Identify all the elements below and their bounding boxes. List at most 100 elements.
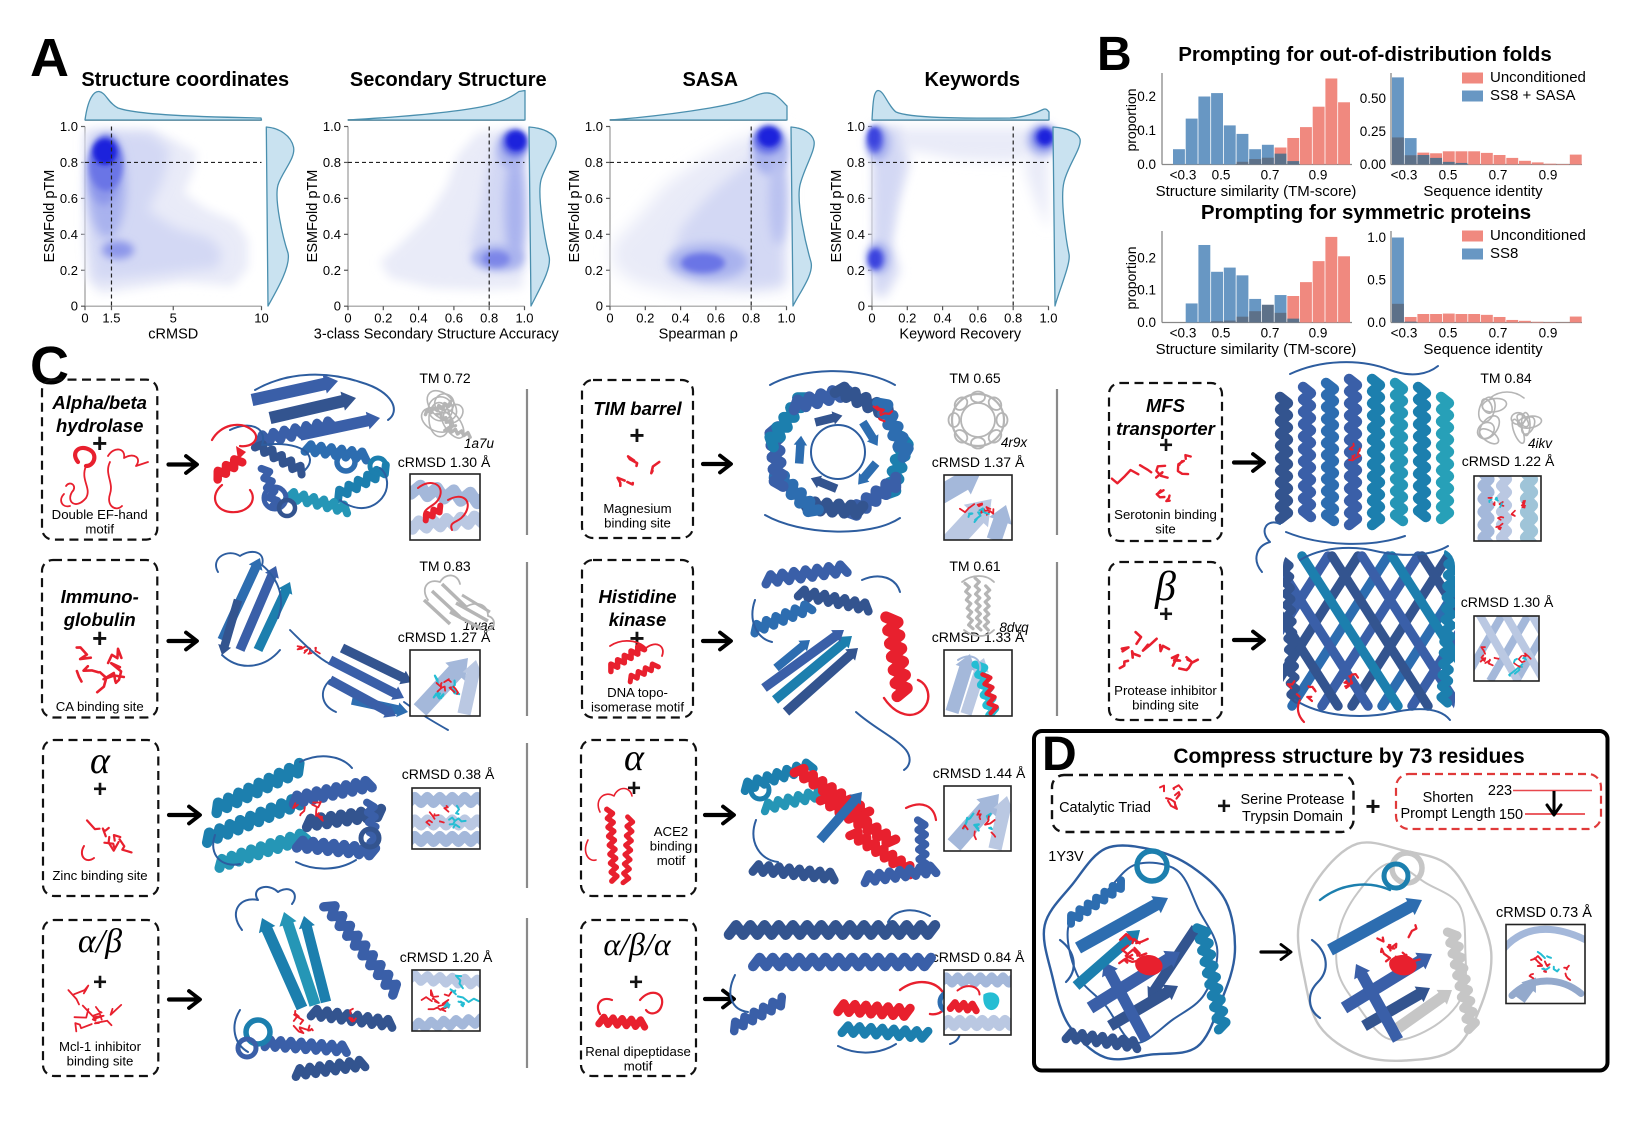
svg-text:Structure coordinates: Structure coordinates [81,69,289,91]
svg-text:0.6: 0.6 [707,311,725,326]
svg-text:+: + [1217,793,1231,820]
svg-text:0.4: 0.4 [410,311,428,326]
svg-text:Magnesium: Magnesium [603,501,671,516]
svg-text:<0.3: <0.3 [1170,326,1197,341]
svg-text:0.2: 0.2 [1137,89,1156,104]
svg-text:4ikv: 4ikv [1528,436,1553,451]
svg-text:binding site: binding site [1132,698,1199,713]
svg-text:Prompting for symmetric protei: Prompting for symmetric proteins [1201,201,1531,224]
svg-text:0.7: 0.7 [1489,168,1508,183]
svg-text:α: α [90,740,111,782]
svg-text:MFS: MFS [1146,395,1186,416]
svg-text:Renal dipeptidase: Renal dipeptidase [585,1044,691,1059]
svg-text:proportion: proportion [1123,246,1139,309]
svg-text:0.6: 0.6 [969,311,987,326]
svg-text:0.8: 0.8 [847,155,865,170]
svg-text:cRMSD 1.30 Å: cRMSD 1.30 Å [1461,594,1554,610]
svg-text:ESMFold pTM: ESMFold pTM [829,170,845,263]
svg-text:ESMFold pTM: ESMFold pTM [305,170,321,263]
svg-text:0.4: 0.4 [672,311,690,326]
svg-text:0.2: 0.2 [636,311,654,326]
svg-text:0.2: 0.2 [60,263,78,278]
svg-text:0.2: 0.2 [1137,250,1156,265]
svg-text:0.8: 0.8 [585,155,603,170]
svg-text:0.9: 0.9 [1539,326,1558,341]
svg-text:0.7: 0.7 [1261,326,1280,341]
svg-text:Prompt Length: Prompt Length [1400,806,1495,822]
svg-text:+: + [1159,601,1173,628]
svg-text:SS8 + SASA: SS8 + SASA [1490,87,1575,104]
svg-text:0.1: 0.1 [1137,283,1156,298]
svg-text:TM 0.65: TM 0.65 [949,370,1001,386]
svg-text:D: D [1042,728,1077,781]
svg-text:motif: motif [85,522,114,537]
svg-text:Catalytic Triad: Catalytic Triad [1059,800,1151,816]
svg-text:0.1: 0.1 [1137,123,1156,138]
svg-text:cRMSD 1.20 Å: cRMSD 1.20 Å [400,949,493,965]
svg-text:α/β/α: α/β/α [603,926,672,962]
svg-text:0.00: 0.00 [1360,157,1386,172]
svg-text:kinase: kinase [609,609,667,630]
svg-text:+: + [92,623,107,653]
svg-text:0.0: 0.0 [1137,157,1156,172]
svg-text:0.6: 0.6 [445,311,463,326]
svg-text:0.0: 0.0 [1137,315,1156,330]
svg-text:1.0: 1.0 [585,119,603,134]
svg-text:ACE2: ACE2 [654,824,688,839]
svg-text:0.8: 0.8 [1004,311,1022,326]
svg-text:1.0: 1.0 [777,311,795,326]
svg-text:1.0: 1.0 [1039,311,1057,326]
svg-text:Zinc binding site: Zinc binding site [52,868,147,883]
svg-text:cRMSD 0.38 Å: cRMSD 0.38 Å [402,766,495,782]
svg-text:DNA topo-: DNA topo- [607,685,668,700]
svg-text:Protease inhibitor: Protease inhibitor [1114,683,1217,698]
svg-text:+: + [93,969,107,996]
svg-text:+: + [92,428,107,458]
svg-text:binding site: binding site [604,516,671,531]
svg-text:0.2: 0.2 [847,263,865,278]
svg-text:TM 0.84: TM 0.84 [1480,370,1532,386]
svg-text:0: 0 [344,311,351,326]
svg-text:globulin: globulin [63,609,136,630]
svg-text:4r9x: 4r9x [1001,435,1029,450]
svg-text:A: A [30,28,69,88]
svg-text:Sequence identity: Sequence identity [1423,183,1543,200]
svg-text:1.0: 1.0 [1367,230,1386,245]
svg-text:150: 150 [1499,807,1523,823]
svg-text:8dvq: 8dvq [999,620,1029,635]
svg-text:Compress structure by 73 resid: Compress structure by 73 residues [1173,745,1524,768]
svg-text:<0.3: <0.3 [1170,168,1197,183]
svg-text:0.50: 0.50 [1360,91,1386,106]
svg-text:transporter: transporter [1116,418,1216,439]
svg-text:isomerase motif: isomerase motif [591,700,684,715]
svg-text:<0.3: <0.3 [1391,326,1418,341]
svg-text:0.7: 0.7 [1489,326,1508,341]
svg-text:1.0: 1.0 [847,119,865,134]
svg-text:cRMSD 0.84 Å: cRMSD 0.84 Å [932,949,1025,965]
svg-text:Unconditioned: Unconditioned [1490,227,1586,244]
svg-text:1.0: 1.0 [515,311,533,326]
svg-text:Histidine: Histidine [598,586,676,607]
svg-text:cRMSD 1.33 Å: cRMSD 1.33 Å [932,629,1025,645]
svg-text:0.7: 0.7 [1261,168,1280,183]
svg-text:Serotonin binding: Serotonin binding [1114,507,1217,522]
svg-text:TIM barrel: TIM barrel [593,398,682,419]
svg-text:1.0: 1.0 [60,119,78,134]
svg-text:0.2: 0.2 [898,311,916,326]
svg-text:+: + [93,776,107,803]
svg-text:0.6: 0.6 [60,191,78,206]
svg-text:cRMSD: cRMSD [148,327,198,343]
svg-text:0.25: 0.25 [1360,124,1386,139]
svg-text:TM 0.72: TM 0.72 [419,370,471,386]
svg-text:TM 0.83: TM 0.83 [419,558,471,574]
svg-text:+: + [627,775,641,802]
svg-text:3-class Secondary Structure Ac: 3-class Secondary Structure Accuracy [314,327,560,343]
svg-text:0.5: 0.5 [1212,326,1231,341]
svg-text:Shorten: Shorten [1423,790,1474,806]
svg-text:0: 0 [606,311,613,326]
svg-text:Keyword Recovery: Keyword Recovery [899,327,1021,343]
svg-text:α: α [624,737,645,779]
svg-text:proportion: proportion [1123,88,1139,151]
svg-text:0.5: 0.5 [1439,168,1458,183]
svg-text:0.9: 0.9 [1309,168,1328,183]
